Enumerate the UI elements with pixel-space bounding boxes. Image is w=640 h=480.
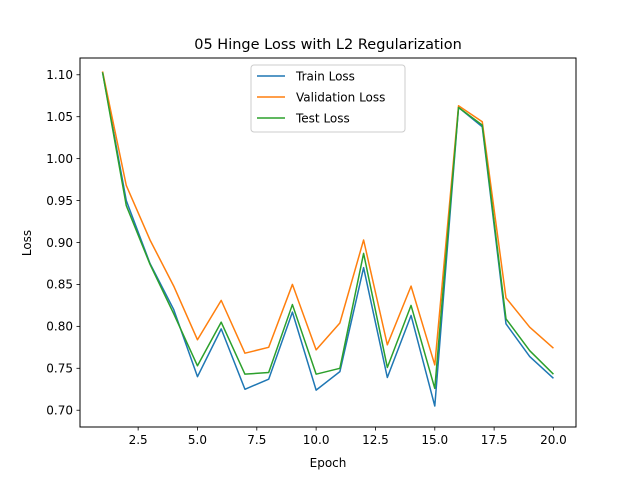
x-tick-label: 17.5 [481, 433, 508, 447]
y-tick-label: 0.80 [46, 320, 73, 334]
x-tick-label: 10.0 [303, 433, 330, 447]
x-tick-label: 5.0 [188, 433, 207, 447]
chart-title: 05 Hinge Loss with L2 Regularization [194, 37, 462, 53]
y-tick-label: 1.05 [46, 110, 73, 124]
y-tick-label: 1.00 [46, 152, 73, 166]
y-tick-label: 0.70 [46, 404, 73, 418]
x-axis-label: Epoch [310, 456, 347, 470]
y-tick-label: 0.90 [46, 236, 73, 250]
series-line-test-loss [101, 72, 554, 390]
x-tick-label: 2.5 [129, 433, 148, 447]
y-tick-label: 1.10 [46, 68, 73, 82]
legend: Train Loss Validation Loss Test Loss [250, 64, 406, 133]
y-axis: 0.70 0.75 0.80 0.85 0.90 0.95 1.00 1.05 1.10 [46, 68, 80, 418]
legend-label: Train Loss [295, 69, 355, 83]
x-tick-label: 12.5 [362, 433, 389, 447]
legend-box [250, 64, 406, 133]
y-axis-label: Loss [20, 230, 34, 256]
x-tick-label: 15.0 [421, 433, 448, 447]
legend-label: Test Loss [295, 111, 350, 125]
x-tick-label: 7.5 [247, 433, 266, 447]
x-axis: 2.5 5.0 7.5 10.0 12.5 15.0 17.5 20.0 [129, 427, 567, 447]
x-tick-label: 20.0 [540, 433, 567, 447]
y-tick-label: 0.75 [46, 362, 73, 376]
series-line-validation-loss [101, 71, 554, 366]
y-tick-label: 0.85 [46, 278, 73, 292]
legend-label: Validation Loss [296, 90, 385, 104]
y-tick-label: 0.95 [46, 194, 73, 208]
series-layer [101, 71, 554, 407]
